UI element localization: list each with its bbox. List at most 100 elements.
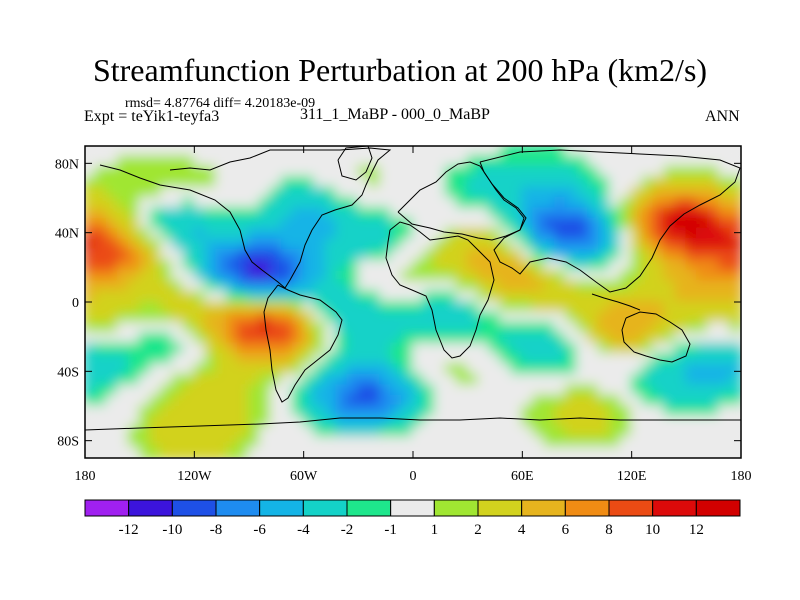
- field-cell: [390, 290, 404, 303]
- field-cell: [663, 373, 677, 387]
- field-cell: [160, 155, 174, 168]
- field-cell: [346, 405, 360, 418]
- field-cell: [226, 425, 240, 439]
- field-cell: [674, 197, 688, 210]
- field-cell: [248, 155, 261, 168]
- field-cell: [390, 186, 404, 199]
- field-cell: [182, 415, 196, 428]
- field-cell: [630, 228, 644, 241]
- field-cell: [237, 165, 250, 179]
- field-cell: [488, 384, 502, 397]
- field-cell: [160, 353, 174, 366]
- field-cell: [182, 436, 196, 449]
- field-cell: [346, 155, 360, 168]
- field-cell: [182, 217, 196, 231]
- field-cell: [379, 155, 393, 168]
- field-cell: [488, 176, 502, 189]
- field-cell: [258, 415, 272, 428]
- field-cell: [718, 280, 732, 293]
- field-cell: [368, 353, 382, 366]
- field-cell: [696, 405, 710, 418]
- field-cell: [718, 259, 732, 272]
- field-cell: [313, 321, 327, 335]
- field-cell: [116, 186, 130, 199]
- field-cell: [346, 165, 360, 179]
- field-cell: [663, 436, 677, 449]
- field-cell: [193, 217, 207, 231]
- field-cell: [149, 269, 163, 283]
- field-cell: [477, 332, 491, 345]
- field-cell: [237, 405, 250, 418]
- field-cell: [105, 301, 119, 314]
- field-cell: [94, 165, 108, 179]
- field-cell: [543, 311, 557, 324]
- field-cell: [532, 405, 546, 418]
- field-cell: [729, 405, 741, 418]
- field-cell: [696, 165, 710, 179]
- africa-coastline: [385, 221, 495, 359]
- field-cell: [565, 353, 578, 366]
- field-cell: [204, 425, 218, 439]
- field-cell: [532, 425, 546, 439]
- field-cell: [379, 353, 393, 366]
- field-cell: [193, 425, 207, 439]
- field-cell: [663, 415, 677, 428]
- field-cell: [379, 146, 393, 158]
- field-cell: [357, 342, 371, 355]
- field-cell: [105, 394, 119, 407]
- field-cell: [237, 311, 250, 324]
- field-cell: [641, 165, 655, 179]
- field-cell: [357, 197, 371, 210]
- field-cell: [576, 269, 589, 283]
- field-cell: [368, 280, 382, 293]
- field-cell: [226, 436, 240, 449]
- field-cell: [543, 290, 557, 303]
- field-cell: [663, 207, 677, 220]
- field-cell: [335, 207, 349, 220]
- field-cell: [116, 436, 130, 449]
- field-cell: [696, 415, 710, 428]
- field-cell: [543, 176, 557, 189]
- field-cell: [160, 165, 174, 179]
- field-cell: [258, 425, 272, 439]
- field-cell: [160, 394, 174, 407]
- field-cell: [171, 269, 185, 283]
- field-cell: [313, 197, 327, 210]
- field-cell: [357, 290, 371, 303]
- field-cell: [696, 446, 710, 458]
- field-cell: [554, 207, 568, 220]
- field-cell: [127, 186, 141, 199]
- field-cell: [193, 280, 207, 293]
- field-cell: [269, 436, 283, 449]
- field-cell: [499, 217, 513, 231]
- field-cell: [630, 146, 644, 158]
- field-cell: [248, 165, 261, 179]
- field-cell: [597, 146, 611, 158]
- field-cell: [674, 290, 688, 303]
- field-cell: [488, 394, 502, 407]
- field-cell: [313, 146, 327, 158]
- field-cell: [543, 321, 557, 335]
- field-cell: [149, 301, 163, 314]
- field-cell: [226, 217, 240, 231]
- field-cell: [674, 259, 688, 272]
- field-cell: [444, 165, 458, 179]
- field-cell: [346, 363, 360, 376]
- field-cell: [105, 259, 119, 272]
- field-cell: [313, 186, 327, 199]
- field-cell: [269, 311, 283, 324]
- comparison-label: 311_1_MaBP - 000_0_MaBP: [300, 106, 490, 123]
- field-cell: [324, 165, 338, 179]
- field-cell: [630, 238, 644, 251]
- field-cell: [346, 146, 360, 158]
- field-cell: [379, 238, 393, 251]
- field-cell: [543, 186, 557, 199]
- field-cell: [182, 332, 196, 345]
- field-cell: [204, 353, 218, 366]
- field-cell: [663, 238, 677, 251]
- field-cell: [652, 217, 666, 231]
- field-cell: [105, 290, 119, 303]
- field-cell: [171, 238, 185, 251]
- field-cell: [269, 446, 283, 458]
